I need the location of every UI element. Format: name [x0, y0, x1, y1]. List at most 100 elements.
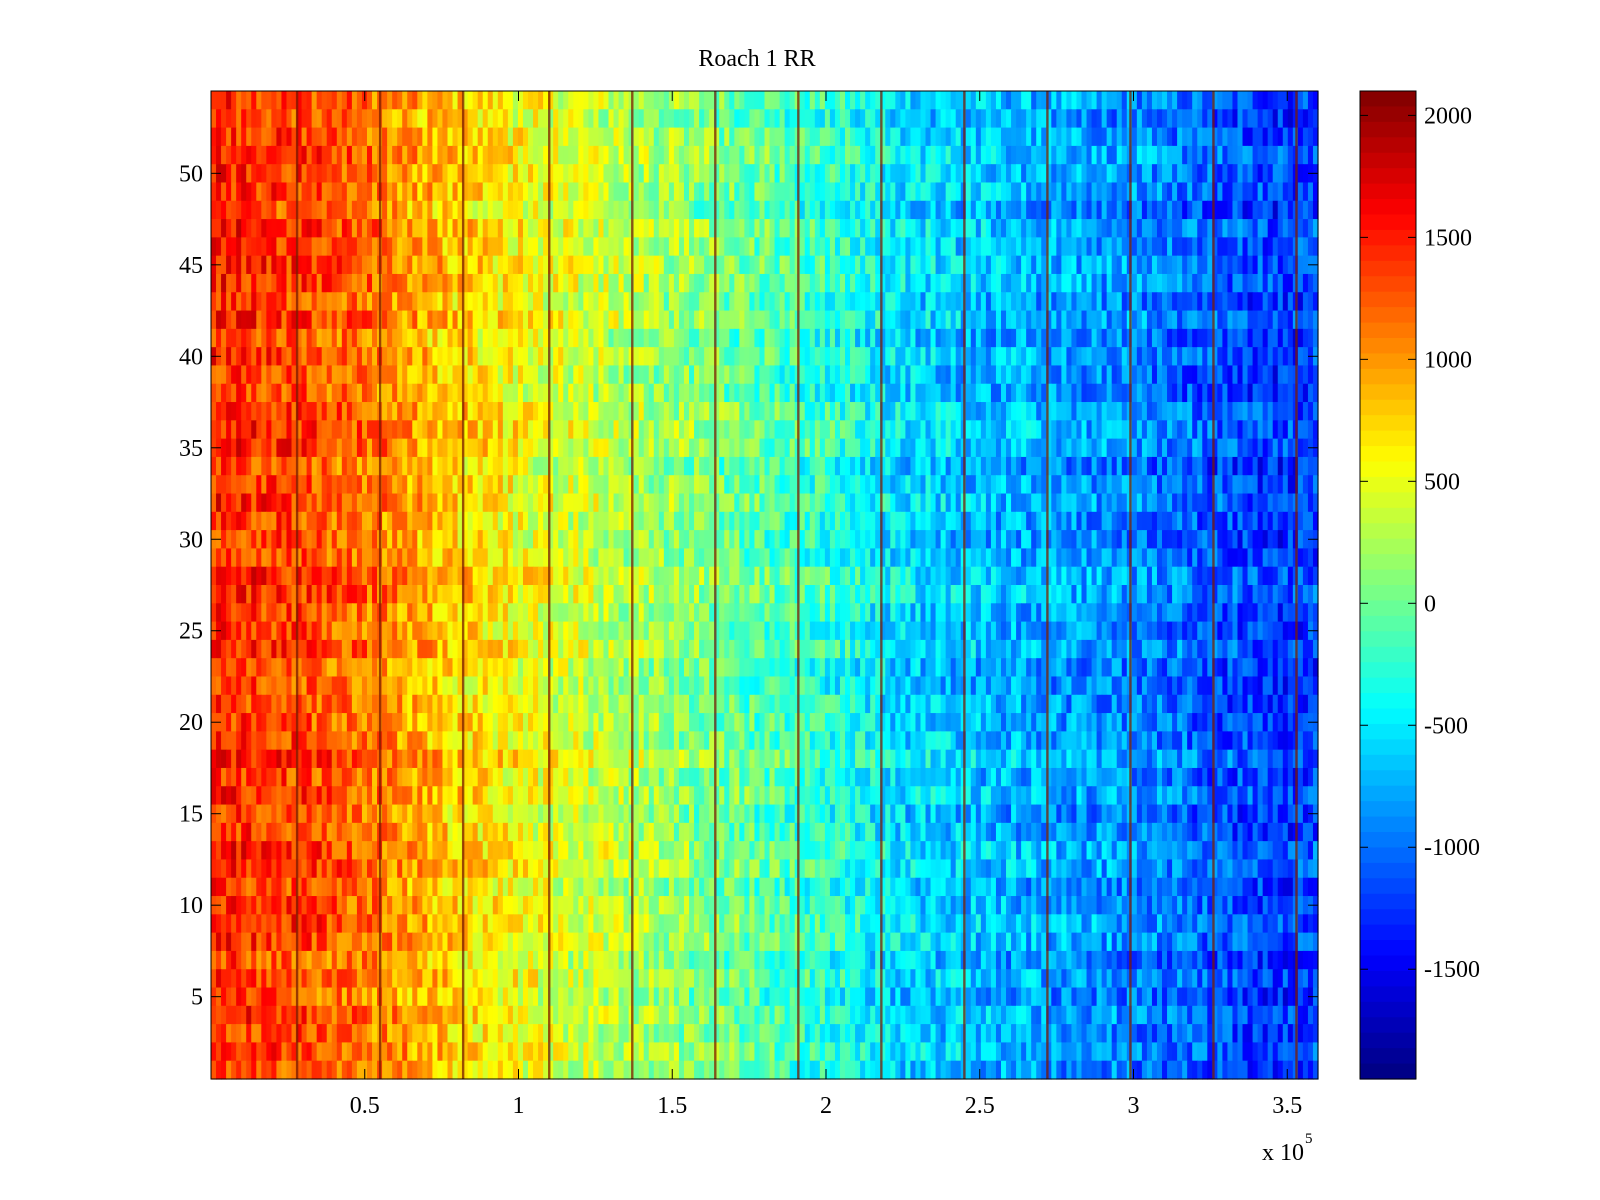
heatmap-cell: [1066, 200, 1073, 220]
heatmap-cell: [1197, 164, 1203, 184]
heatmap-cell: [497, 402, 504, 421]
heatmap-cell: [905, 145, 912, 165]
heatmap-cell: [558, 365, 564, 385]
heatmap-cell: [809, 475, 816, 495]
heatmap-cell: [497, 200, 504, 220]
heatmap-cell: [829, 237, 836, 257]
heatmap-cell: [281, 347, 288, 367]
heatmap-cell: [1267, 310, 1274, 330]
heatmap-cell: [739, 365, 745, 385]
heatmap-cell: [784, 438, 791, 458]
heatmap-cell: [568, 182, 574, 202]
heatmap-cell: [714, 438, 720, 458]
heatmap-cell: [689, 347, 695, 367]
heatmap-cell: [382, 420, 388, 440]
heatmap-cell: [311, 127, 318, 147]
heatmap-cell: [779, 347, 786, 367]
heatmap-cell: [1302, 255, 1309, 275]
heatmap-cell: [1247, 420, 1254, 440]
heatmap-cell: [1217, 273, 1223, 293]
heatmap-cell: [990, 402, 997, 421]
heatmap-cell: [623, 127, 630, 147]
heatmap-cell: [970, 91, 977, 110]
heatmap-cell: [321, 109, 328, 129]
heatmap-cell: [502, 438, 509, 458]
heatmap-cell: [477, 182, 484, 202]
heatmap-cell: [1131, 145, 1138, 165]
heatmap-cell: [1041, 255, 1047, 275]
heatmap-cell: [603, 145, 610, 165]
heatmap-cell: [502, 365, 509, 385]
heatmap-cell: [1267, 273, 1274, 293]
heatmap-cell: [1151, 200, 1158, 220]
heatmap-cell: [729, 456, 735, 476]
heatmap-cell: [528, 475, 534, 495]
heatmap-cell: [1252, 383, 1259, 403]
heatmap-cell: [598, 438, 605, 458]
heatmap-cell: [683, 402, 690, 421]
heatmap-cell: [442, 456, 449, 476]
heatmap-cell: [387, 475, 393, 495]
heatmap-cell: [774, 493, 781, 513]
heatmap-cell: [905, 493, 912, 513]
heatmap-cell: [885, 200, 891, 220]
heatmap-cell: [1162, 365, 1168, 385]
heatmap-cell: [502, 255, 509, 275]
heatmap-cell: [1312, 273, 1319, 293]
heatmap-cell: [477, 383, 484, 403]
heatmap-cell: [1247, 365, 1254, 385]
heatmap-cell: [734, 292, 740, 312]
heatmap-cell: [447, 145, 454, 165]
heatmap-cell: [965, 182, 972, 202]
heatmap-cell: [558, 402, 564, 421]
heatmap-cell: [1192, 127, 1198, 147]
heatmap-cell: [457, 493, 464, 513]
heatmap-cell: [392, 91, 398, 110]
heatmap-cell: [301, 420, 308, 440]
heatmap-cell: [880, 200, 886, 220]
heatmap-cell: [366, 200, 373, 220]
heatmap-cell: [397, 255, 403, 275]
heatmap-cell: [437, 475, 444, 495]
heatmap-cell: [331, 219, 338, 238]
heatmap-cell: [1237, 255, 1244, 275]
heatmap-cell: [548, 328, 554, 348]
heatmap-cell: [678, 182, 685, 202]
heatmap-cell: [462, 164, 469, 184]
heatmap-cell: [638, 292, 645, 312]
heatmap-cell: [241, 237, 247, 257]
heatmap-cell: [427, 420, 433, 440]
heatmap-cell: [1156, 164, 1163, 184]
heatmap-cell: [412, 145, 418, 165]
heatmap-cell: [341, 456, 348, 476]
heatmap-cell: [910, 438, 917, 458]
heatmap-cell: [336, 91, 343, 110]
heatmap-cell: [709, 127, 715, 147]
heatmap-cell: [729, 182, 735, 202]
heatmap-cell: [1001, 164, 1007, 184]
heatmap-cell: [910, 200, 917, 220]
heatmap-cell: [819, 475, 826, 495]
heatmap-cell: [668, 438, 675, 458]
heatmap-cell: [1247, 164, 1254, 184]
heatmap-cell: [221, 91, 227, 110]
heatmap-cell: [990, 255, 997, 275]
heatmap-cell: [351, 310, 358, 330]
heatmap-cell: [507, 273, 514, 293]
heatmap-cell: [321, 383, 328, 403]
heatmap-cell: [985, 456, 992, 476]
heatmap-cell: [1197, 91, 1203, 110]
heatmap-cell: [633, 292, 640, 312]
heatmap-cell: [694, 438, 700, 458]
heatmap-cell: [422, 237, 428, 257]
heatmap-cell: [1197, 145, 1203, 165]
heatmap-cell: [769, 219, 776, 238]
heatmap-cell: [1066, 456, 1073, 476]
heatmap-cell: [306, 182, 313, 202]
heatmap-cell: [829, 109, 836, 129]
heatmap-cell: [1172, 219, 1178, 238]
heatmap-cell: [1086, 273, 1093, 293]
heatmap-cell: [1182, 328, 1188, 348]
heatmap-cell: [221, 365, 227, 385]
heatmap-cell: [1086, 91, 1093, 110]
